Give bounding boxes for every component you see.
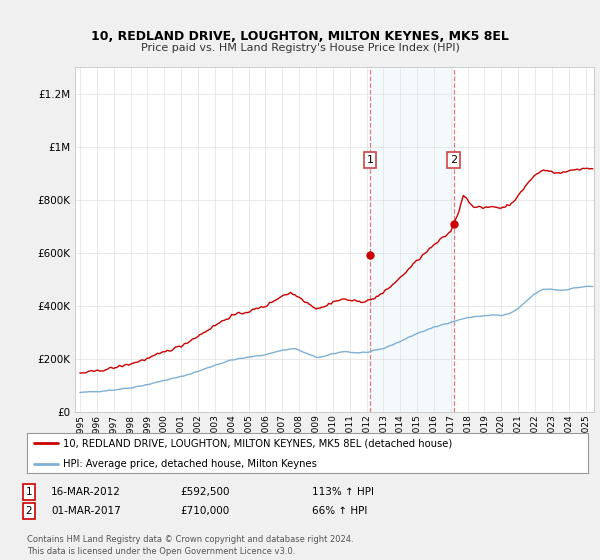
Text: HPI: Average price, detached house, Milton Keynes: HPI: Average price, detached house, Milt… <box>64 459 317 469</box>
Text: Price paid vs. HM Land Registry's House Price Index (HPI): Price paid vs. HM Land Registry's House … <box>140 43 460 53</box>
Text: 2: 2 <box>25 506 32 516</box>
Text: 1: 1 <box>25 487 32 497</box>
Text: 10, REDLAND DRIVE, LOUGHTON, MILTON KEYNES, MK5 8EL (detached house): 10, REDLAND DRIVE, LOUGHTON, MILTON KEYN… <box>64 438 453 449</box>
Text: 113% ↑ HPI: 113% ↑ HPI <box>312 487 374 497</box>
Text: 2: 2 <box>450 155 457 165</box>
Bar <box>370 67 454 412</box>
Text: £592,500: £592,500 <box>180 487 229 497</box>
Text: 10, REDLAND DRIVE, LOUGHTON, MILTON KEYNES, MK5 8EL: 10, REDLAND DRIVE, LOUGHTON, MILTON KEYN… <box>91 30 509 43</box>
Text: 01-MAR-2017: 01-MAR-2017 <box>51 506 121 516</box>
Text: £710,000: £710,000 <box>180 506 229 516</box>
Text: Contains HM Land Registry data © Crown copyright and database right 2024.
This d: Contains HM Land Registry data © Crown c… <box>27 535 353 556</box>
Text: 16-MAR-2012: 16-MAR-2012 <box>51 487 121 497</box>
Text: 66% ↑ HPI: 66% ↑ HPI <box>312 506 367 516</box>
Text: 1: 1 <box>367 155 374 165</box>
